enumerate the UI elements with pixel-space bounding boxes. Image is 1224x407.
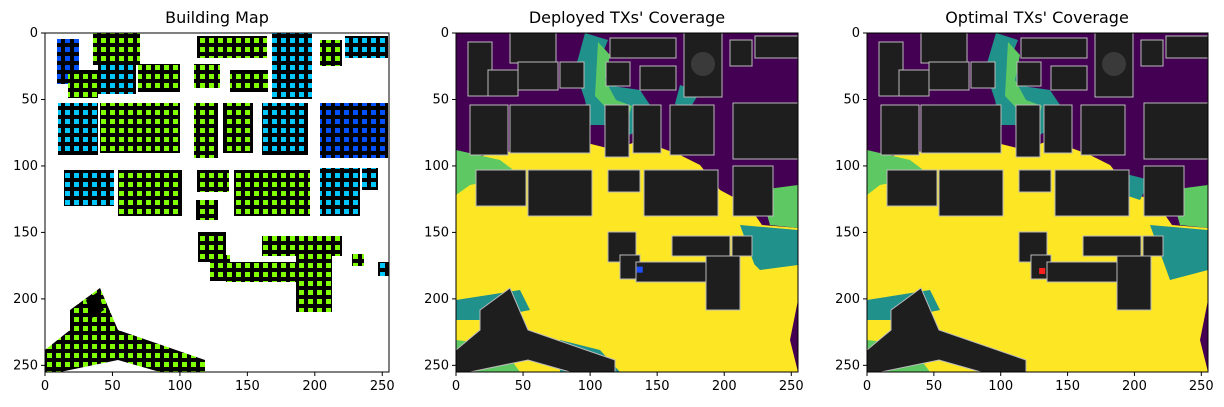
- x-tick-label: 250: [370, 379, 395, 394]
- panel-title: Building Map: [165, 8, 269, 27]
- x-tick-label: 200: [1122, 379, 1147, 394]
- y-tick-label: 0: [852, 26, 860, 41]
- y-tick-label: 150: [424, 225, 449, 240]
- y-tick-label: 200: [13, 292, 38, 307]
- x-tick-label: 50: [926, 379, 943, 394]
- optimal-coverage-image: [867, 33, 1208, 372]
- y-tick-label: 100: [835, 159, 860, 174]
- panel-deployed-coverage: Deployed TXs' Coverage: [455, 8, 799, 373]
- panel-building-map: Building Map: [44, 8, 390, 373]
- y-tick-label: 200: [835, 292, 860, 307]
- y-tick-label: 50: [432, 92, 449, 107]
- panel-title: Deployed TXs' Coverage: [529, 8, 725, 27]
- y-tick-label: 250: [424, 358, 449, 373]
- y-tick-label: 200: [424, 292, 449, 307]
- x-tick-label: 250: [779, 379, 804, 394]
- x-tick-label: 250: [1189, 379, 1214, 394]
- building-map-image: [45, 33, 389, 372]
- y-tick-label: 100: [424, 159, 449, 174]
- plot-frame: [866, 32, 1209, 373]
- y-tick-label: 50: [843, 92, 860, 107]
- y-tick-label: 50: [21, 92, 38, 107]
- transmitter-marker: [1039, 267, 1046, 274]
- y-tick-label: 0: [441, 26, 449, 41]
- x-tick-label: 50: [104, 379, 121, 394]
- x-tick-label: 0: [863, 379, 871, 394]
- x-tick-label: 150: [235, 379, 260, 394]
- x-tick-label: 100: [988, 379, 1013, 394]
- y-tick-label: 250: [13, 358, 38, 373]
- y-tick-label: 150: [13, 225, 38, 240]
- deployed-coverage-image: [456, 33, 798, 372]
- x-tick-label: 0: [452, 379, 460, 394]
- x-tick-label: 150: [1055, 379, 1080, 394]
- x-tick-label: 100: [578, 379, 603, 394]
- panel-optimal-coverage: Optimal TXs' Coverage: [866, 8, 1209, 373]
- y-tick-label: 100: [13, 159, 38, 174]
- x-tick-label: 50: [515, 379, 532, 394]
- x-tick-label: 200: [712, 379, 737, 394]
- y-tick-label: 150: [835, 225, 860, 240]
- y-tick-label: 250: [835, 358, 860, 373]
- x-tick-label: 100: [167, 379, 192, 394]
- transmitter-marker: [636, 266, 643, 273]
- plot-frame: [44, 32, 390, 373]
- x-tick-label: 200: [302, 379, 327, 394]
- y-tick-label: 0: [30, 26, 38, 41]
- x-tick-label: 150: [645, 379, 670, 394]
- plot-frame: [455, 32, 799, 373]
- panel-title: Optimal TXs' Coverage: [945, 8, 1129, 27]
- x-tick-label: 0: [41, 379, 49, 394]
